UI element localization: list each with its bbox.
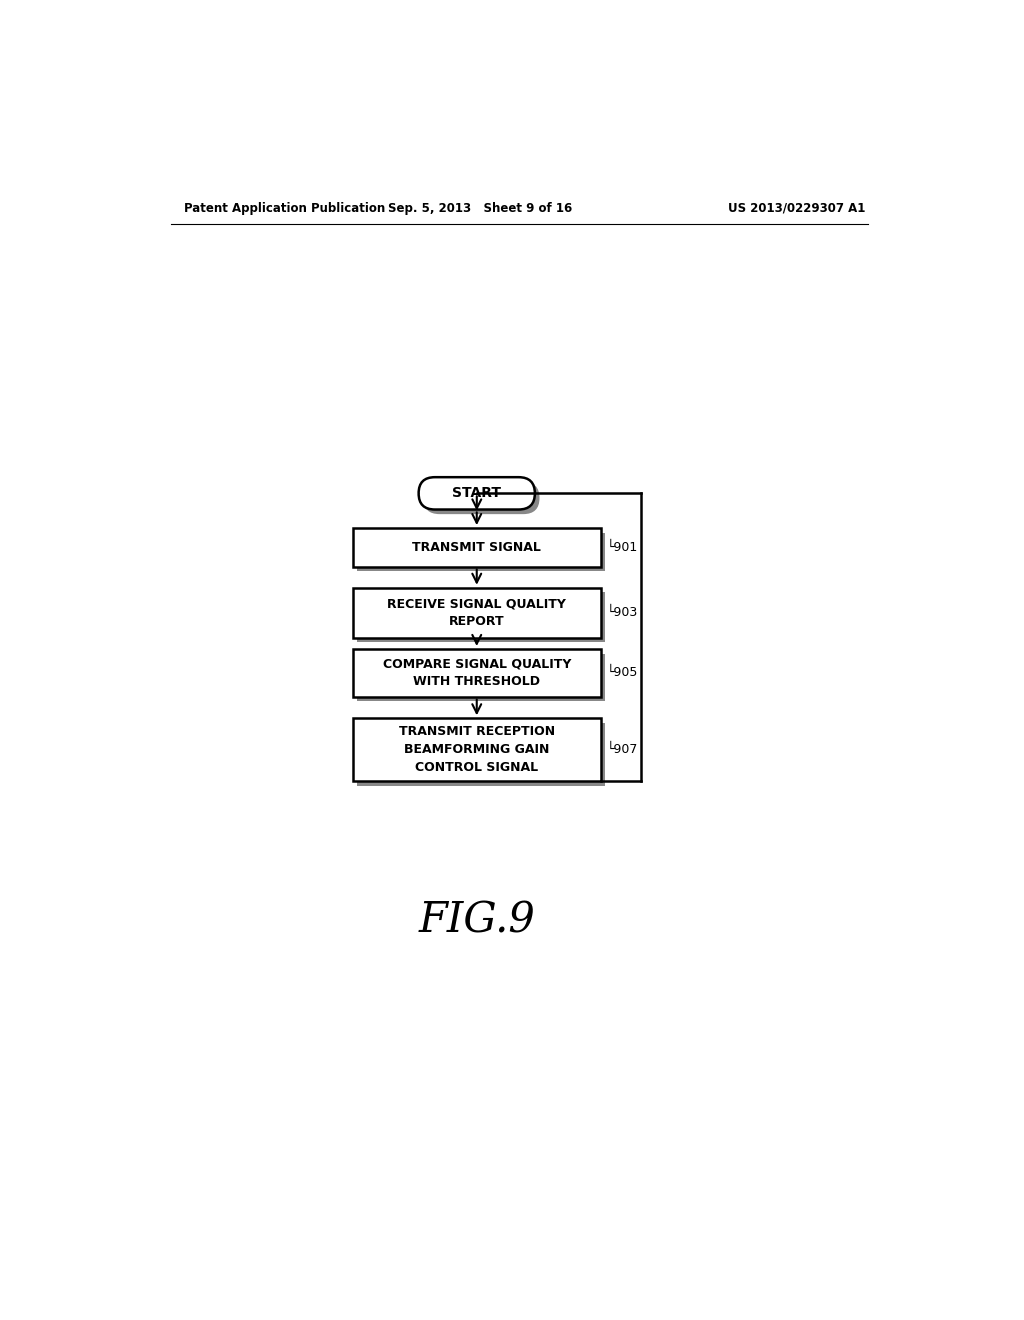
Text: └905: └905 bbox=[607, 667, 638, 680]
Text: TRANSMIT SIGNAL: TRANSMIT SIGNAL bbox=[413, 541, 542, 554]
Text: START: START bbox=[453, 486, 502, 500]
FancyBboxPatch shape bbox=[352, 587, 601, 638]
FancyBboxPatch shape bbox=[357, 653, 605, 701]
Text: TRANSMIT RECEPTION
BEAMFORMING GAIN
CONTROL SIGNAL: TRANSMIT RECEPTION BEAMFORMING GAIN CONT… bbox=[398, 725, 555, 775]
Text: FIG.9: FIG.9 bbox=[419, 900, 536, 941]
FancyBboxPatch shape bbox=[352, 718, 601, 781]
Text: └901: └901 bbox=[607, 541, 638, 554]
FancyBboxPatch shape bbox=[423, 482, 540, 515]
FancyBboxPatch shape bbox=[352, 649, 601, 697]
FancyBboxPatch shape bbox=[352, 528, 601, 566]
Text: Patent Application Publication: Patent Application Publication bbox=[183, 202, 385, 215]
Text: COMPARE SIGNAL QUALITY
WITH THRESHOLD: COMPARE SIGNAL QUALITY WITH THRESHOLD bbox=[383, 657, 571, 688]
FancyBboxPatch shape bbox=[357, 723, 605, 785]
Text: └903: └903 bbox=[607, 606, 638, 619]
Text: US 2013/0229307 A1: US 2013/0229307 A1 bbox=[728, 202, 866, 215]
FancyBboxPatch shape bbox=[357, 593, 605, 643]
Text: RECEIVE SIGNAL QUALITY
REPORT: RECEIVE SIGNAL QUALITY REPORT bbox=[387, 597, 566, 628]
FancyBboxPatch shape bbox=[419, 478, 535, 510]
FancyBboxPatch shape bbox=[357, 533, 605, 572]
Text: Sep. 5, 2013   Sheet 9 of 16: Sep. 5, 2013 Sheet 9 of 16 bbox=[388, 202, 572, 215]
Text: └907: └907 bbox=[607, 743, 638, 756]
